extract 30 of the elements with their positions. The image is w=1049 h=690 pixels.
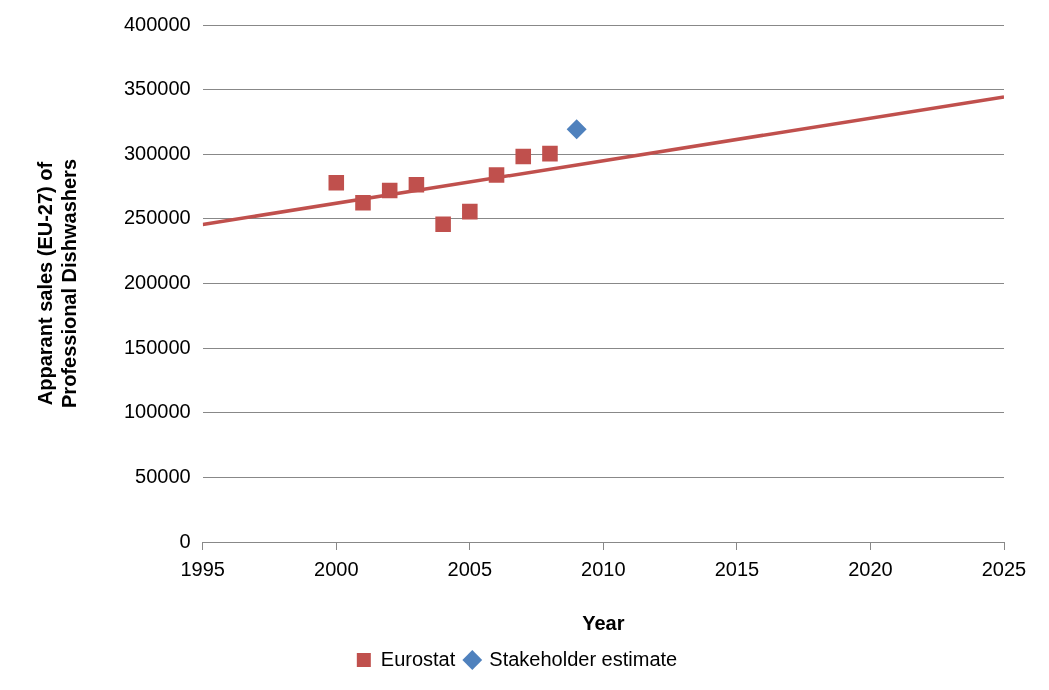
y-tick-label: 50000: [135, 464, 191, 487]
point: [435, 216, 451, 233]
point: [462, 203, 478, 220]
point: [488, 167, 505, 183]
x-tick-label: 2010: [581, 557, 626, 580]
x-tick-label: 2025: [981, 557, 1027, 580]
y-tick-label: 150000: [123, 335, 191, 358]
point: [355, 194, 371, 211]
y-axis-title: Apparant sales (EU-27) of Professional Dishwashers: [33, 159, 80, 408]
y-tick-label: 350000: [123, 77, 191, 100]
point: [515, 148, 532, 165]
y-tick-label: 250000: [123, 206, 191, 229]
point: [328, 174, 345, 191]
x-tick-label: 2020: [848, 557, 893, 580]
legend-label: Eurostat: [380, 647, 456, 670]
x-tick-label: 1995: [180, 557, 225, 580]
point: [408, 176, 425, 193]
y-tick-label: 300000: [123, 141, 191, 164]
point: [381, 182, 398, 199]
legend-label: Stakeholder estimate: [489, 647, 678, 670]
x-tick-label: 2005: [447, 557, 493, 580]
y-tick-label: 0: [179, 529, 191, 552]
x-axis-title: Year: [582, 611, 625, 634]
point: [542, 145, 558, 162]
y-tick-label: 200000: [123, 271, 191, 294]
y-tick-label: 400000: [123, 12, 191, 35]
x-tick-label: 2000: [314, 557, 359, 580]
x-tick-label: 2015: [714, 557, 760, 580]
y-tick-label: 100000: [123, 400, 191, 423]
point: [566, 119, 587, 140]
